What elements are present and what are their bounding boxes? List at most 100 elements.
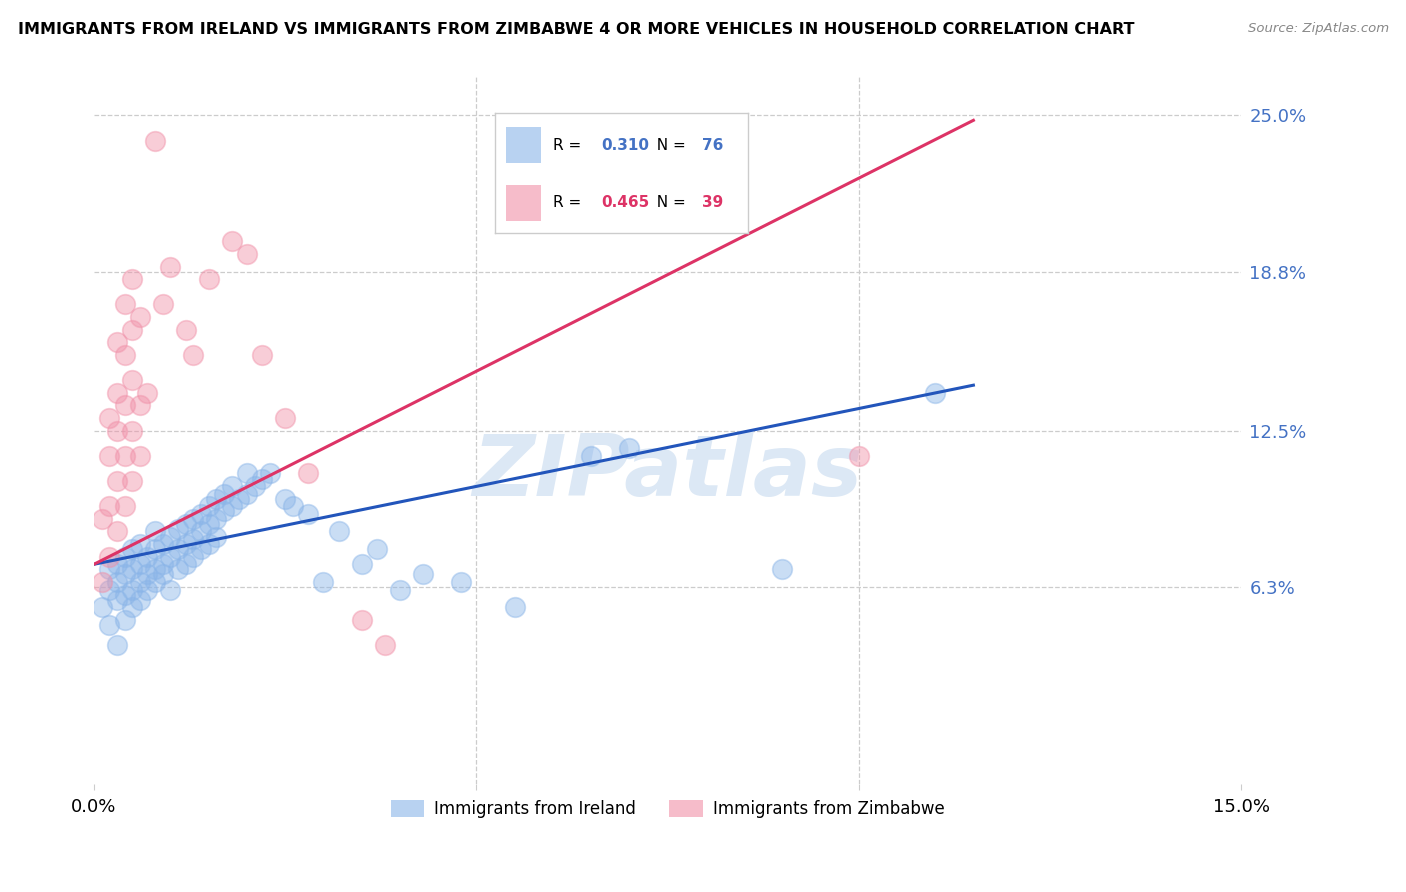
Point xyxy=(105,524,128,539)
Point xyxy=(121,424,143,438)
Point xyxy=(128,592,150,607)
Point xyxy=(250,348,273,362)
Point xyxy=(105,638,128,652)
Point xyxy=(98,617,121,632)
Point xyxy=(143,574,166,589)
Point xyxy=(114,449,136,463)
Legend: Immigrants from Ireland, Immigrants from Zimbabwe: Immigrants from Ireland, Immigrants from… xyxy=(384,793,950,825)
Text: ZIPatlas: ZIPatlas xyxy=(472,432,863,515)
Point xyxy=(770,562,793,576)
Point xyxy=(121,582,143,597)
Point xyxy=(228,491,250,506)
Point xyxy=(121,542,143,557)
Point xyxy=(197,500,219,514)
Point xyxy=(105,385,128,400)
Point xyxy=(114,549,136,564)
Point xyxy=(114,613,136,627)
Point xyxy=(128,398,150,412)
Point xyxy=(183,348,205,362)
Point xyxy=(152,537,174,551)
Point xyxy=(136,582,159,597)
Point xyxy=(243,479,266,493)
Point xyxy=(174,323,197,337)
Point xyxy=(136,567,159,582)
Point xyxy=(388,582,411,597)
Point xyxy=(312,574,335,589)
Point xyxy=(114,398,136,412)
Point xyxy=(190,507,212,521)
Point xyxy=(121,562,143,576)
Point xyxy=(205,512,228,526)
Point xyxy=(105,424,128,438)
Point xyxy=(128,558,150,572)
Point xyxy=(579,449,602,463)
Point xyxy=(159,582,181,597)
Point xyxy=(167,522,190,536)
Point xyxy=(197,272,219,286)
Point xyxy=(190,542,212,557)
Point xyxy=(167,562,190,576)
Point xyxy=(412,567,434,582)
Point xyxy=(159,549,181,564)
Point xyxy=(924,385,946,400)
Point xyxy=(114,588,136,602)
Point xyxy=(114,500,136,514)
Point xyxy=(114,567,136,582)
Point xyxy=(167,542,190,557)
Point xyxy=(174,537,197,551)
Point xyxy=(183,532,205,546)
Point xyxy=(274,491,297,506)
Point xyxy=(212,504,235,518)
Point xyxy=(350,613,373,627)
Point xyxy=(159,260,181,274)
Point xyxy=(114,297,136,311)
Point xyxy=(174,558,197,572)
Point xyxy=(128,449,150,463)
Point xyxy=(281,500,304,514)
Point xyxy=(183,512,205,526)
Point xyxy=(159,529,181,543)
Point xyxy=(259,467,281,481)
Point xyxy=(190,524,212,539)
Point xyxy=(90,512,112,526)
Point xyxy=(136,549,159,564)
Point xyxy=(221,235,243,249)
Point xyxy=(105,574,128,589)
Point xyxy=(373,638,395,652)
Point xyxy=(450,574,472,589)
Point xyxy=(236,467,259,481)
Point xyxy=(128,537,150,551)
Point xyxy=(98,449,121,463)
Point xyxy=(121,373,143,387)
Point xyxy=(848,449,870,463)
Text: Source: ZipAtlas.com: Source: ZipAtlas.com xyxy=(1249,22,1389,36)
Point xyxy=(152,558,174,572)
Point xyxy=(619,442,641,456)
Point xyxy=(121,323,143,337)
Text: IMMIGRANTS FROM IRELAND VS IMMIGRANTS FROM ZIMBABWE 4 OR MORE VEHICLES IN HOUSEH: IMMIGRANTS FROM IRELAND VS IMMIGRANTS FR… xyxy=(18,22,1135,37)
Point xyxy=(98,411,121,425)
Point xyxy=(143,562,166,576)
Point xyxy=(221,500,243,514)
Point xyxy=(350,558,373,572)
Point xyxy=(121,272,143,286)
Point xyxy=(143,134,166,148)
Point xyxy=(98,549,121,564)
Point xyxy=(250,471,273,485)
Point xyxy=(98,562,121,576)
Point xyxy=(205,491,228,506)
Point xyxy=(128,310,150,324)
Point xyxy=(98,582,121,597)
Point xyxy=(128,574,150,589)
Point xyxy=(152,567,174,582)
Point xyxy=(121,474,143,488)
Point xyxy=(105,558,128,572)
Point xyxy=(136,385,159,400)
Point xyxy=(328,524,350,539)
Point xyxy=(297,507,319,521)
Point xyxy=(174,516,197,531)
Point xyxy=(114,348,136,362)
Point xyxy=(143,524,166,539)
Point xyxy=(212,486,235,500)
Point xyxy=(205,529,228,543)
